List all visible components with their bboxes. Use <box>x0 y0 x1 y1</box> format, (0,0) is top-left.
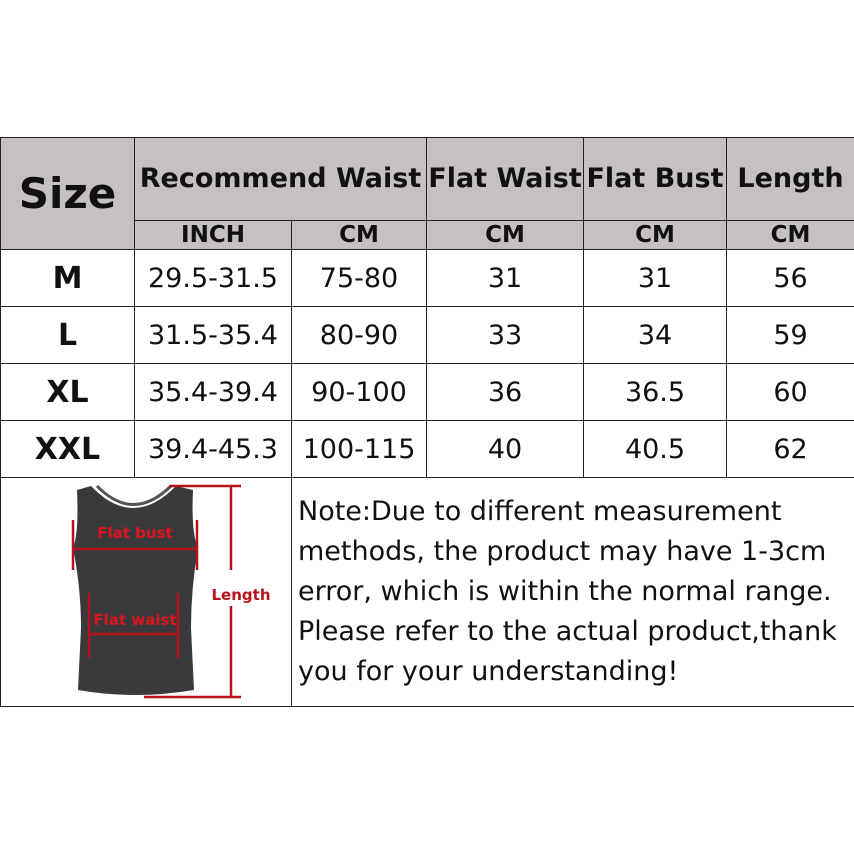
unit-cm: CM <box>726 220 854 250</box>
length-cell: 62 <box>726 420 854 478</box>
measurement-lines <box>71 484 241 699</box>
table-row: XXL 39.4-45.3 100-115 40 40.5 62 <box>0 420 854 478</box>
length-label: Length <box>212 586 271 604</box>
cm-cell: 100-115 <box>291 420 427 478</box>
inch-cell: 29.5-31.5 <box>134 249 292 307</box>
flat-waist-cell: 33 <box>426 306 584 364</box>
header-size: Size <box>0 137 135 250</box>
table-row: XL 35.4-39.4 90-100 36 36.5 60 <box>0 363 854 421</box>
size-chart-table: Size Recommend Waist Flat Waist Flat Bus… <box>0 137 854 707</box>
size-cell: XXL <box>0 420 135 478</box>
size-cell: XL <box>0 363 135 421</box>
measurement-diagram: Flat bust Flat waist Length <box>0 477 292 707</box>
flat-bust-cell: 40.5 <box>583 420 727 478</box>
flat-bust-cell: 34 <box>583 306 727 364</box>
flat-bust-cell: 36.5 <box>583 363 727 421</box>
unit-cm: CM <box>426 220 584 250</box>
unit-cm: CM <box>583 220 727 250</box>
size-cell: M <box>0 249 135 307</box>
size-cell: L <box>0 306 135 364</box>
header-recommend-waist: Recommend Waist <box>134 137 427 221</box>
flat-waist-cell: 36 <box>426 363 584 421</box>
unit-cm: CM <box>291 220 427 250</box>
inch-cell: 39.4-45.3 <box>134 420 292 478</box>
inch-cell: 35.4-39.4 <box>134 363 292 421</box>
flat-waist-cell: 40 <box>426 420 584 478</box>
length-cell: 59 <box>726 306 854 364</box>
table-row: L 31.5-35.4 80-90 33 34 59 <box>0 306 854 364</box>
header-flat-bust: Flat Bust <box>583 137 727 221</box>
length-cell: 56 <box>726 249 854 307</box>
cm-cell: 80-90 <box>291 306 427 364</box>
inch-cell: 31.5-35.4 <box>134 306 292 364</box>
header-length: Length <box>726 137 854 221</box>
flat-bust-label: Flat bust <box>97 524 172 542</box>
unit-inch: INCH <box>134 220 292 250</box>
header-flat-waist: Flat Waist <box>426 137 584 221</box>
tank-top-illustration: Flat bust Flat waist Length <box>71 484 271 699</box>
length-cell: 60 <box>726 363 854 421</box>
flat-bust-cell: 31 <box>583 249 727 307</box>
flat-waist-label: Flat waist <box>93 611 176 629</box>
note-text: Note:Due to different measurement method… <box>291 477 854 707</box>
table-row: M 29.5-31.5 75-80 31 31 56 <box>0 249 854 307</box>
flat-waist-cell: 31 <box>426 249 584 307</box>
cm-cell: 75-80 <box>291 249 427 307</box>
cm-cell: 90-100 <box>291 363 427 421</box>
